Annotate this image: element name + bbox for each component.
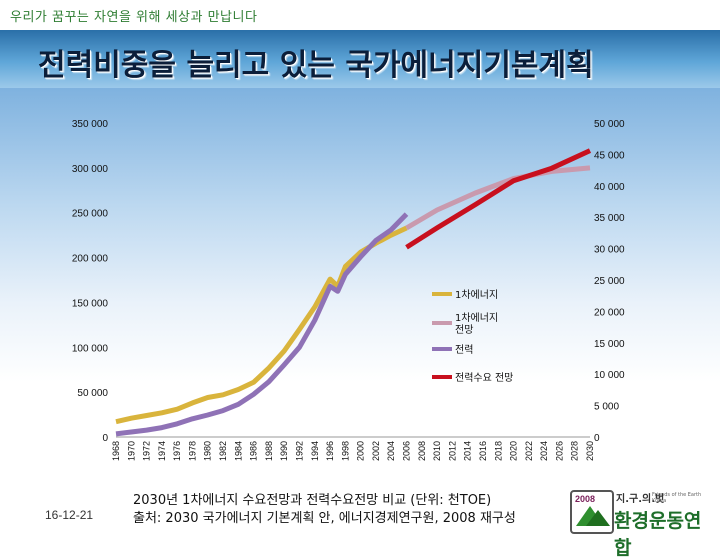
caption-line-1: 2030년 1차에너지 수요전망과 전력수요전망 비교 (단위: 천TOE) — [133, 493, 492, 508]
x-tick-label: 1972 — [142, 441, 152, 461]
left-tick-label: 350 000 — [72, 119, 109, 130]
left-tick-label: 0 — [102, 433, 108, 444]
logo-name: 환경운동연합 — [614, 510, 702, 559]
legend-label: 전력 — [455, 344, 473, 356]
x-tick-label: 1976 — [172, 441, 182, 461]
right-tick-label: 45 000 — [594, 150, 625, 161]
x-tick-label: 1984 — [233, 441, 243, 461]
left-tick-label: 250 000 — [72, 209, 109, 220]
legend-label: 1차에너지 — [455, 289, 498, 301]
x-tick-label: 2002 — [371, 441, 381, 461]
caption-line-2: 출처: 2030 국가에너지 기본계획 안, 에너지경제연구원, 2008 재구… — [133, 511, 516, 526]
x-tick-label: 1978 — [187, 441, 197, 461]
x-tick-label: 1982 — [218, 441, 228, 461]
x-tick-label: 2030 — [585, 441, 595, 461]
x-tick-label: 1986 — [249, 441, 259, 461]
x-tick-label: 2006 — [402, 441, 412, 461]
x-tick-label: 1968 — [111, 441, 121, 461]
legend-label: 전력수요 전망 — [455, 372, 513, 384]
right-tick-label: 20 000 — [594, 307, 625, 318]
left-tick-label: 300 000 — [72, 164, 109, 175]
primary-forecast-line — [405, 165, 591, 231]
right-tick-label: 10 000 — [594, 370, 625, 381]
logo-small-text: Friends of the Earth Korea — [652, 492, 702, 504]
x-tick-label: 2018 — [493, 441, 503, 461]
title-banner — [0, 30, 720, 88]
x-tick-label: 1996 — [325, 441, 335, 461]
x-tick-label: 2012 — [447, 441, 457, 461]
x-tick-label: 1974 — [157, 441, 167, 461]
tagline: 우리가 꿈꾸는 자연을 위해 세상과 만납니다 — [10, 10, 258, 25]
x-tick-label: 1994 — [310, 441, 320, 461]
electricity-forecast-line — [405, 148, 592, 250]
left-tick-label: 100 000 — [72, 343, 109, 354]
slide-date: 16-12-21 — [45, 508, 94, 522]
right-tick-label: 40 000 — [594, 182, 625, 193]
x-tick-label: 2024 — [539, 441, 549, 461]
right-tick-label: 0 — [594, 433, 600, 444]
x-tick-label: 2020 — [509, 441, 519, 461]
x-tick-label: 2010 — [432, 441, 442, 461]
x-tick-label: 2004 — [386, 441, 396, 461]
page-title: 전력비중을 늘리고 있는 국가에너지기본계획 — [38, 48, 594, 83]
x-tick-label: 2008 — [417, 441, 427, 461]
x-tick-label: 2026 — [554, 441, 564, 461]
logo-top-text: 지.구.의.벗 — [616, 494, 665, 505]
right-tick-label: 5 000 — [594, 402, 619, 413]
x-tick-label: 2016 — [478, 441, 488, 461]
right-tick-label: 15 000 — [594, 339, 625, 350]
primary-energy-line — [115, 225, 408, 425]
x-tick-label: 2028 — [570, 441, 580, 461]
right-tick-label: 25 000 — [594, 276, 625, 287]
x-tick-label: 1980 — [203, 441, 213, 461]
energy-chart: 0 50 000 100 000 150 000 200 000 250 000 300 0… — [72, 119, 625, 461]
x-tick-label: 2014 — [463, 441, 473, 461]
left-tick-label: 150 000 — [72, 298, 109, 309]
organization-logo: 2008 지.구.의.벗 Friends of the Earth Korea … — [570, 488, 710, 559]
x-tick-label: 1970 — [126, 441, 136, 461]
x-tick-label: 1988 — [264, 441, 274, 461]
x-tick-label: 2022 — [524, 441, 534, 461]
chart-caption: 2030년 1차에너지 수요전망과 전력수요전망 비교 (단위: 천TOE) 출… — [133, 492, 516, 528]
right-tick-label: 35 000 — [594, 213, 625, 224]
right-tick-label: 50 000 — [594, 119, 625, 130]
chart-background — [0, 88, 720, 480]
x-tick-label: 1992 — [294, 441, 304, 461]
logo-year: 2008 — [575, 494, 596, 504]
x-tick-label: 1998 — [340, 441, 350, 461]
left-tick-label: 50 000 — [77, 388, 108, 399]
legend-label: 전망 — [455, 324, 473, 336]
left-tick-label: 200 000 — [72, 254, 109, 265]
mountain-logo-icon: 2008 — [570, 490, 614, 534]
electricity-line — [115, 212, 409, 437]
legend-label: 1차에너지 — [455, 312, 498, 324]
right-tick-label: 30 000 — [594, 245, 625, 256]
x-tick-label: 1990 — [279, 441, 289, 461]
x-tick-label: 2000 — [356, 441, 366, 461]
